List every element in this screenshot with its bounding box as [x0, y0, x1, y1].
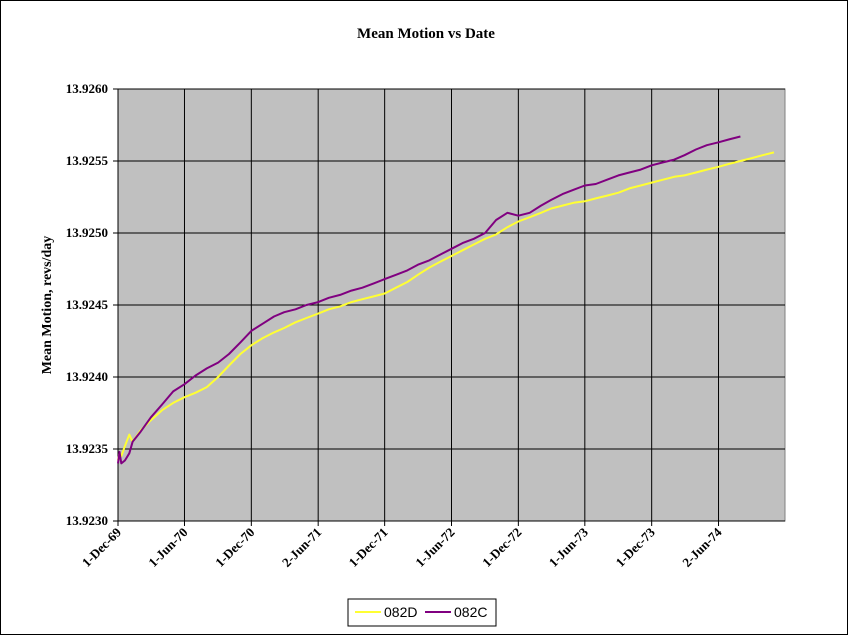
y-tick-label: 13.9260 — [66, 81, 108, 96]
x-tick-label: 1-Jun-73 — [546, 524, 592, 570]
x-tick-label: 2-Jun-74 — [679, 524, 725, 570]
series-line-082C — [117, 135, 741, 465]
y-tick-label: 13.9250 — [66, 225, 108, 240]
legend: 082D 082C — [347, 598, 497, 627]
y-tick-label: 13.9230 — [66, 513, 108, 528]
y-tick-label: 13.9255 — [66, 153, 109, 168]
legend-label-082C: 082C — [454, 604, 487, 620]
series-line-082D — [117, 151, 775, 461]
x-tick-label: 2-Jun-71 — [279, 525, 324, 570]
y-tick-labels: 13.9230 13.9235 13.9240 13.9245 13.9250 13.92… — [66, 81, 109, 528]
x-tick-label: 1-Jun-70 — [145, 525, 190, 570]
y-axis-label: Mean Motion, revs/day — [40, 236, 55, 375]
x-tick-label: 1-Dec-72 — [479, 525, 524, 570]
x-tick-label: 1-Dec-73 — [612, 524, 658, 570]
x-tick-label: 1-Dec-70 — [212, 525, 257, 570]
x-tick-label: 1-Jun-72 — [412, 525, 457, 570]
chart-title: Mean Motion vs Date — [357, 26, 495, 42]
x-tick-label: 1-Dec-71 — [345, 525, 390, 570]
legend-label-082D: 082D — [384, 604, 417, 620]
y-tick-label: 13.9245 — [66, 297, 109, 312]
x-tick-labels: 1-Dec-69 1-Jun-70 1-Dec-70 2-Jun-71 1-Dec-71… — [79, 524, 725, 570]
x-tick-label: 1-Dec-69 — [79, 524, 125, 570]
y-tick-label: 13.9240 — [66, 369, 108, 384]
series-group — [117, 135, 775, 465]
grid-lines — [113, 88, 785, 526]
y-tick-label: 13.9235 — [66, 441, 109, 456]
